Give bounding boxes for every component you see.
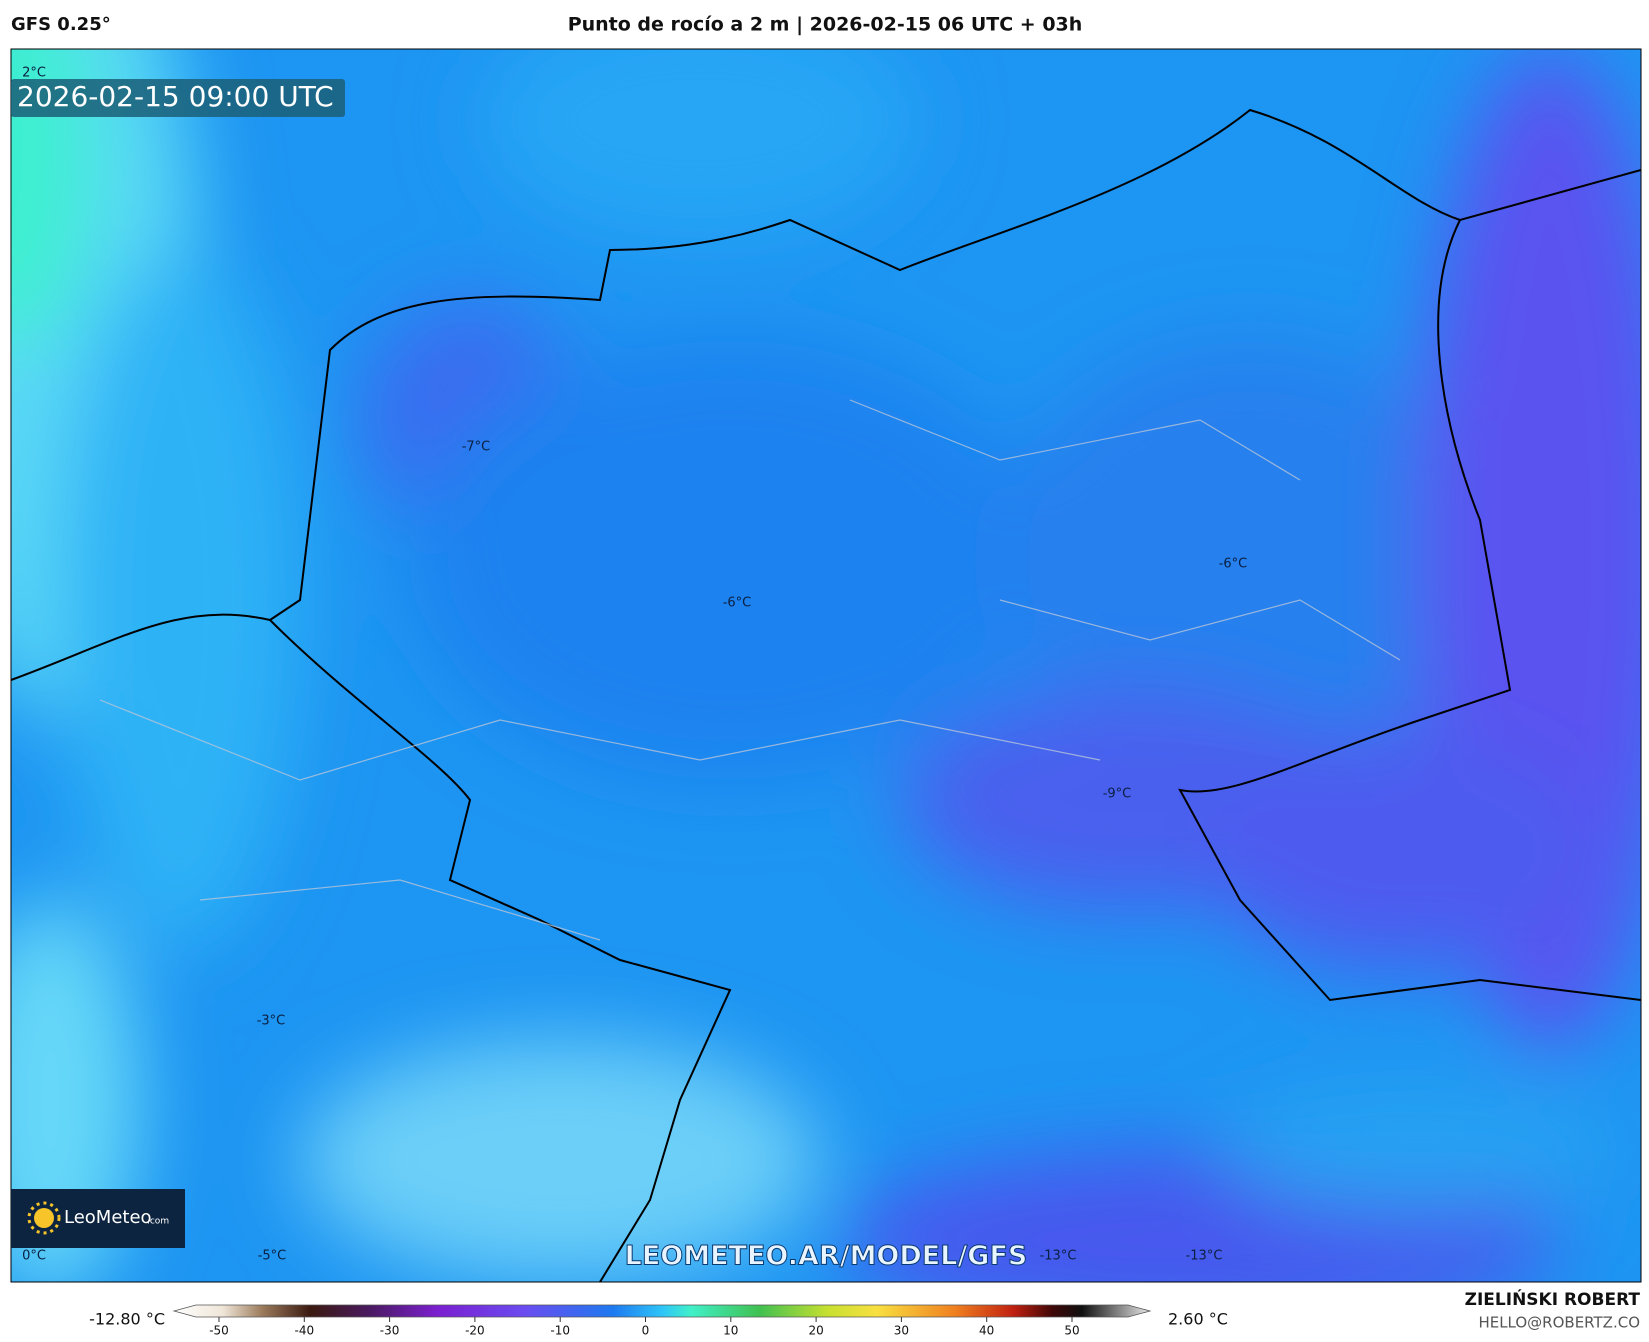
valid-time: 2026-02-15 09:00 UTC (17, 80, 334, 113)
contour-label: -3°C (257, 1014, 286, 1029)
contour-labels: 2°C -7°C -6°C -6°C -9°C -3°C 0°C -5°C -13°C -13°C (22, 66, 1247, 1264)
region-border (99, 399, 1401, 941)
contour-label: -6°C (723, 596, 752, 611)
contour-label: -7°C (462, 440, 491, 455)
colorbar (172, 1304, 1152, 1318)
colorbar-ticks: -50 -40 -30 -20 -10 0 10 20 30 40 50 (209, 1317, 1080, 1338)
contour-label: 2°C (22, 66, 46, 81)
colorbar-tick-label: -40 (294, 1324, 314, 1338)
colorbar-tick-label: -20 (465, 1324, 485, 1338)
coastline (11, 108, 1641, 681)
contour-label: -6°C (1219, 557, 1248, 572)
colorbar-tick-label: 10 (723, 1324, 738, 1338)
map-frame (10, 48, 1642, 1283)
contour-label: -13°C (1186, 1249, 1223, 1264)
colorbar-min: -12.80 °C (89, 1310, 165, 1329)
email: HELLO@ROBERTZ.CO (1478, 1314, 1640, 1332)
logo-suffix: .com (147, 1217, 169, 1227)
contour-label: 0°C (22, 1249, 46, 1264)
border-line (1178, 219, 1641, 1002)
colorbar-tick-label: 40 (979, 1324, 994, 1338)
contour-label: -5°C (258, 1249, 287, 1264)
map-title: Punto de rocío a 2 m | 2026-02-15 06 UTC… (568, 14, 1083, 36)
border-line (269, 619, 732, 1282)
contour-label: -13°C (1040, 1249, 1077, 1264)
colorbar-max: 2.60 °C (1168, 1310, 1228, 1329)
colorbar-tick-label: 20 (808, 1324, 823, 1338)
logo-text: LeoMeteo (64, 1207, 152, 1228)
colorbar-tick-label: 50 (1064, 1324, 1079, 1338)
colorbar-tick-label: -30 (380, 1324, 400, 1338)
colorbar-tick-label: -50 (209, 1324, 229, 1338)
logo-sun (34, 1208, 54, 1228)
logo-rays (27, 1201, 61, 1235)
contour-label: -9°C (1103, 787, 1132, 802)
colorbar-tick-label: 0 (642, 1324, 650, 1338)
colorbar-tick-label: -10 (550, 1324, 570, 1338)
author: ZIELIŃSKI ROBERT (1465, 1288, 1641, 1310)
time-box (11, 79, 345, 117)
model-label: GFS 0.25° (11, 14, 111, 35)
watermark: LEOMETEO.AR/MODEL/GFS (625, 1241, 1028, 1272)
colorbar-tick-label: 30 (894, 1324, 909, 1338)
